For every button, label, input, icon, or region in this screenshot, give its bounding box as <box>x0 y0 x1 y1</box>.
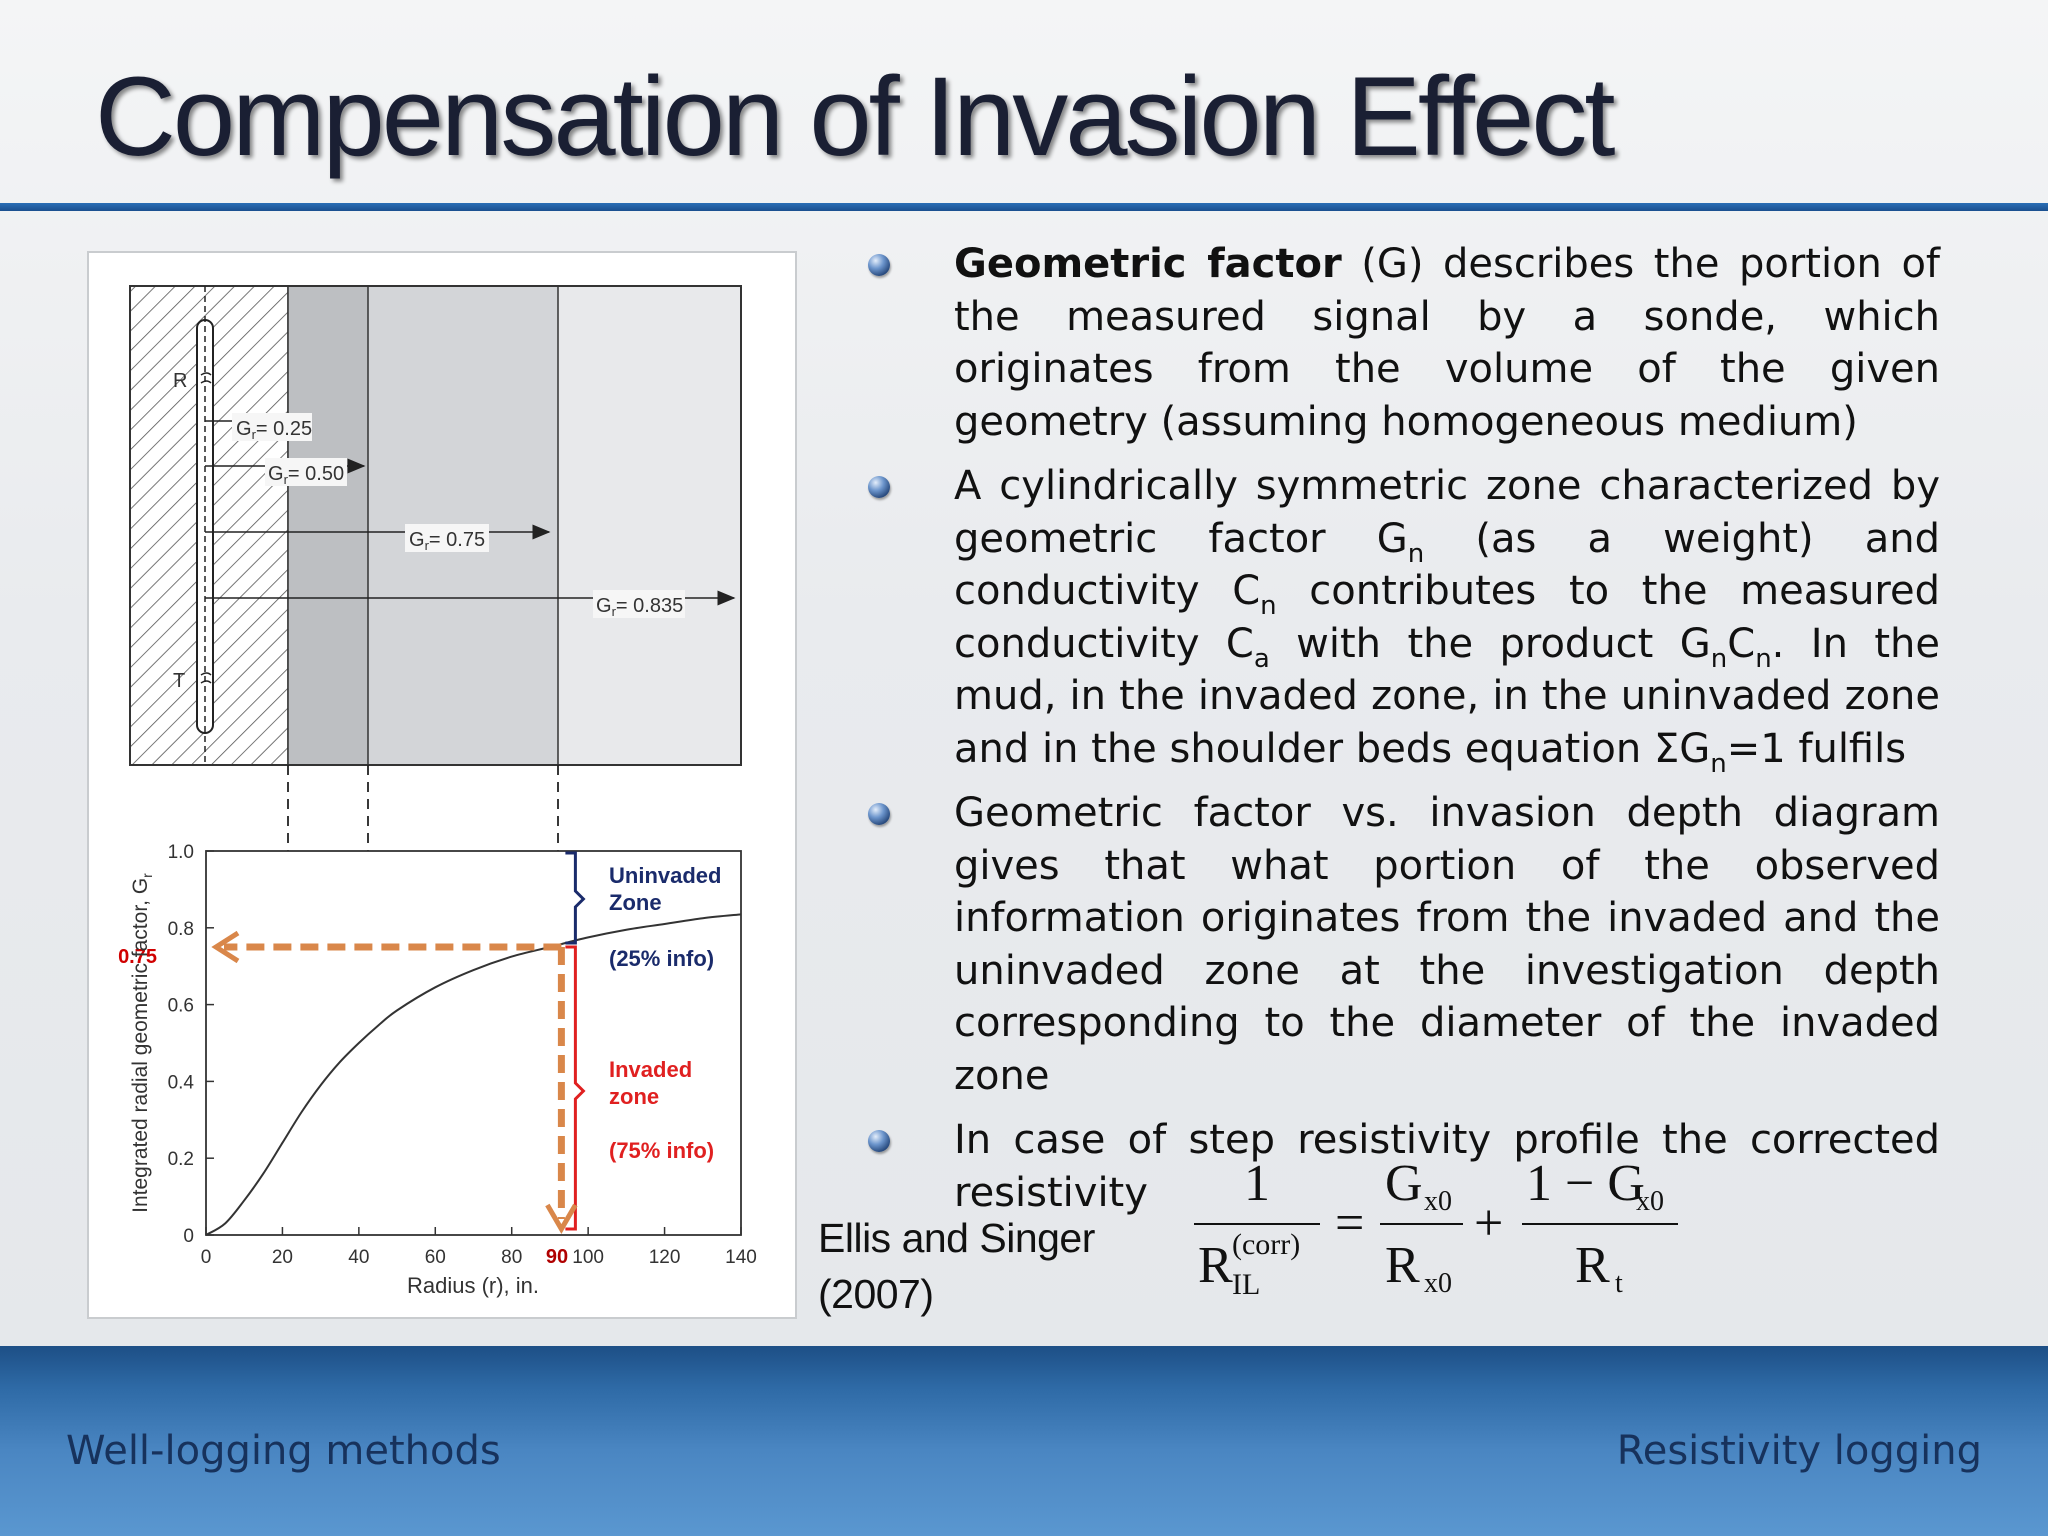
bullet-1-bold: Geometric factor <box>954 241 1342 287</box>
formula-numerator-1: 1 <box>1244 1155 1270 1212</box>
corrected-resistivity-formula: 1 R (corr) IL = G x0 R x0 + 1 − G x0 R t <box>1180 1140 1680 1310</box>
y-tick-label: 1.0 <box>168 842 194 863</box>
formula-gx0: G <box>1385 1155 1423 1212</box>
invaded-zone-rect <box>288 286 368 765</box>
x-tick-label: 40 <box>348 1247 369 1268</box>
formula-rx0: R <box>1385 1237 1420 1294</box>
x-tick-label: 20 <box>272 1247 293 1268</box>
bullet-2-part: with the product G <box>1269 620 1711 667</box>
y-highlight-label: 0.75 <box>118 946 157 968</box>
bullet-icon <box>868 803 890 825</box>
x-tick-label: 100 <box>572 1247 604 1268</box>
formula-rt: R <box>1575 1237 1610 1294</box>
uninvaded-zone-title-2: Zone <box>609 890 662 915</box>
bullet-cylindrical-zone: A cylindrically symmetric zone character… <box>868 460 1940 777</box>
bullet-2-part: C <box>1727 620 1756 667</box>
svg-text:Gr= 0.835: Gr= 0.835 <box>596 595 683 619</box>
bullet-icon <box>868 476 890 498</box>
x-tick-label: 0 <box>201 1247 212 1268</box>
geometric-factor-curve <box>205 913 742 1236</box>
uninvaded-info: (25% info) <box>609 946 714 971</box>
bullet-2-sub: n <box>1407 538 1425 569</box>
x-tick-label: 140 <box>725 1247 757 1268</box>
bullet-2-sub: n <box>1260 591 1277 621</box>
slide-title: Compensation of Invasion Effect <box>95 54 1615 179</box>
formula-one-minus-gx0: 1 − G <box>1526 1155 1645 1212</box>
uninvaded-zone-title: Uninvaded <box>609 863 721 888</box>
y-tick-label: 0.6 <box>168 996 194 1017</box>
bullet-2-part: (as a weight) and conductivity C <box>954 515 1940 615</box>
x-axis-ticks: 0 20 40 60 80 100 120 140 <box>201 1227 757 1268</box>
bullet-2-part: A cylindrically symmetric zone character… <box>954 463 1940 562</box>
title-divider <box>0 203 2048 211</box>
bullet-3-text: Geometric factor vs. invasion depth diag… <box>954 790 1940 1099</box>
uninvaded-zone-rect <box>558 286 741 765</box>
horizontal-arrowhead <box>211 930 240 964</box>
invaded-zone-bracket <box>565 945 586 1231</box>
bullet-geometric-factor: Geometric factor (G) describes the porti… <box>868 238 1940 448</box>
y-tick-label: 0.8 <box>168 919 194 940</box>
svg-text:Gr= 0.75: Gr= 0.75 <box>409 529 485 553</box>
footer-topic: Resistivity logging <box>1616 1428 1982 1474</box>
vertical-arrowhead <box>545 1203 578 1234</box>
bullet-2-sub: n <box>1710 748 1727 779</box>
receiver-marker: R <box>173 370 187 392</box>
y-tick-label: 0.4 <box>168 1072 195 1093</box>
figure-panel: R T Gr= 0.25 Gr= 0.50 Gr= 0.75 Gr= 0.835 <box>87 251 797 1319</box>
y-axis-label: Integrated radial geometric factor, Gr <box>129 873 155 1213</box>
formula-one-minus-sub: x0 <box>1636 1186 1664 1217</box>
chart-frame <box>205 850 742 1236</box>
formula-rx0-sub: x0 <box>1424 1268 1452 1299</box>
x-tick-label: 60 <box>425 1247 446 1268</box>
citation: Ellis and Singer (2007) <box>818 1210 1095 1322</box>
invaded-zone-title-2: zone <box>609 1084 659 1109</box>
bullet-2-part: contributes to the measured conductivity… <box>954 568 1940 667</box>
zone-schematic: R T Gr= 0.25 Gr= 0.50 Gr= 0.75 Gr= 0.835 <box>129 285 742 766</box>
svg-text:Gr= 0.50: Gr= 0.50 <box>268 463 344 487</box>
formula-r-il: R <box>1198 1237 1233 1294</box>
geometric-factor-chart: 0 20 40 60 80 100 120 140 0 0.2 0.4 0.6 0.8 1.0 0.75… <box>118 765 757 1298</box>
svg-text:Gr= 0.25: Gr= 0.25 <box>236 418 312 442</box>
y-axis-ticks: 0 0.2 0.4 0.6 0.8 1.0 <box>168 842 214 1247</box>
bullet-4-text: In case of step resistivity profile the … <box>954 1117 1940 1216</box>
x-tick-label: 120 <box>649 1247 681 1268</box>
formula-equals: = <box>1335 1195 1364 1252</box>
gr-label-0835: Gr= 0.835 <box>593 590 685 619</box>
footer-band <box>0 1346 2048 1536</box>
bullet-icon <box>868 1130 890 1152</box>
x-tick-label: 80 <box>501 1247 522 1268</box>
y-tick-label: 0 <box>183 1226 194 1247</box>
formula-plus: + <box>1474 1195 1503 1252</box>
citation-year: (2007) <box>818 1271 934 1317</box>
bullet-2-part: =1 fulfils <box>1726 725 1907 772</box>
uninvaded-zone-bracket <box>565 851 586 945</box>
transmitter-marker: T <box>173 670 185 692</box>
figure-svg: R T Gr= 0.25 Gr= 0.50 Gr= 0.75 Gr= 0.835 <box>118 285 757 1298</box>
formula-gx0-sub: x0 <box>1424 1186 1452 1217</box>
formula-corr: (corr) <box>1232 1228 1300 1261</box>
bullet-invasion-diagram: Geometric factor vs. invasion depth diag… <box>868 787 1940 1102</box>
bullet-list: Geometric factor (G) describes the porti… <box>868 238 1940 1231</box>
bullet-2-part: . In the mud, in the invaded zone, in th… <box>954 620 1940 772</box>
x-axis-label: Radius (r), in. <box>407 1273 539 1298</box>
bullet-step-profile: In case of step resistivity profile the … <box>868 1114 1940 1219</box>
formula-il: IL <box>1232 1268 1260 1301</box>
bullet-2-sub: n <box>1755 643 1772 674</box>
gr-label-025: Gr= 0.25 <box>232 413 312 442</box>
invaded-zone-title: Invaded <box>609 1057 692 1082</box>
bullet-2-sub: a <box>1253 643 1270 674</box>
bullet-2-sub: n <box>1710 643 1728 674</box>
bullet-icon <box>868 254 890 276</box>
footer-course: Well-logging methods <box>66 1428 501 1474</box>
citation-authors: Ellis and Singer <box>818 1215 1095 1261</box>
x-highlight-label: 90 <box>546 1246 568 1268</box>
gr-label-075: Gr= 0.75 <box>405 524 489 553</box>
invaded-info: (75% info) <box>609 1138 714 1163</box>
gr-label-050: Gr= 0.50 <box>265 458 347 487</box>
formula-rt-sub: t <box>1615 1268 1623 1299</box>
y-tick-label: 0.2 <box>168 1149 194 1170</box>
bullet-1-text: (G) describes the portion of the measure… <box>954 241 1940 445</box>
